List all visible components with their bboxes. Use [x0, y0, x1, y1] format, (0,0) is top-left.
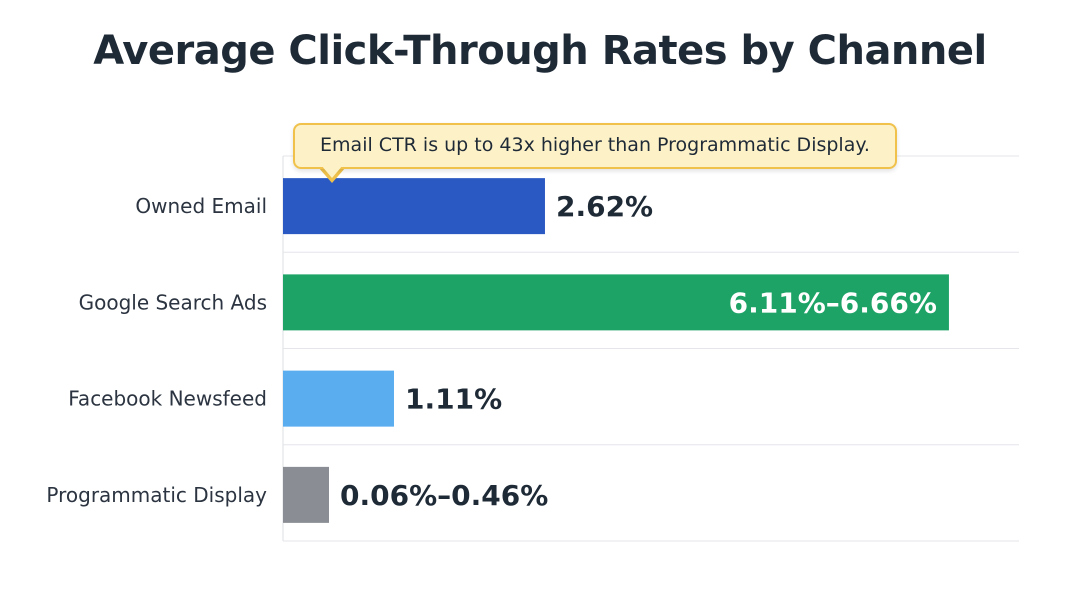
category-label: Facebook Newsfeed: [68, 387, 267, 411]
bar-facebook-newsfeed: [283, 370, 394, 427]
bar-owned-email: [283, 178, 545, 235]
chart-title: Average Click-Through Rates by Channel: [93, 28, 987, 74]
category-label: Google Search Ads: [79, 290, 267, 314]
value-label: 0.06%–0.46%: [340, 479, 548, 512]
category-label: Owned Email: [135, 194, 267, 218]
annotation-callout: Email CTR is up to 43x higher than Progr…: [293, 123, 897, 169]
bar-google-search-ads: [283, 274, 949, 331]
value-label: 2.62%: [556, 190, 653, 223]
value-label: 6.11%–6.66%: [729, 286, 937, 319]
category-label: Programmatic Display: [46, 483, 267, 507]
bar-programmatic-display: [283, 466, 329, 523]
value-label: 1.11%: [405, 383, 502, 416]
callout-pointer-fill: [321, 165, 343, 178]
